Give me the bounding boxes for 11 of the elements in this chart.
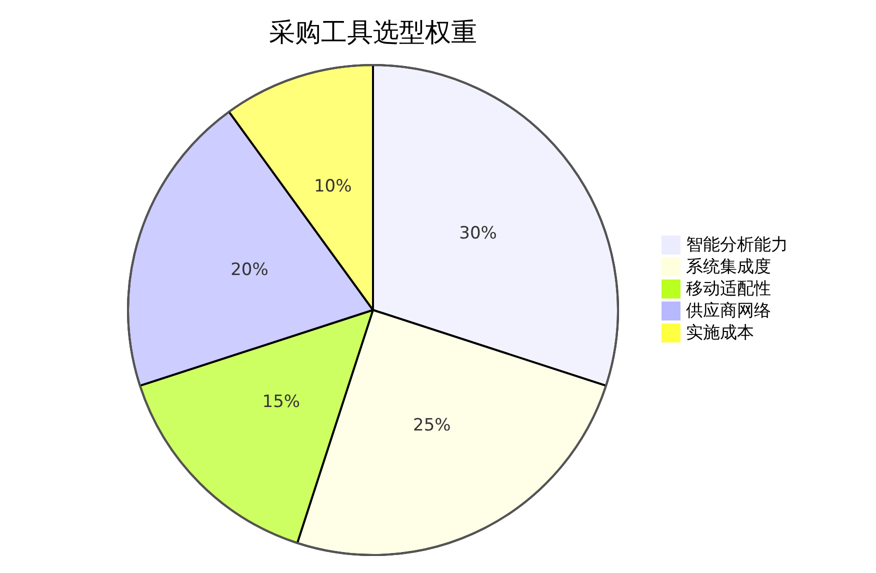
- legend-label: 智能分析能力: [686, 235, 788, 255]
- data-label: 15%: [262, 392, 300, 412]
- legend-label: 供应商网络: [686, 301, 771, 321]
- legend-label: 实施成本: [686, 323, 754, 343]
- data-label: 25%: [413, 416, 451, 436]
- chart-title: 采购工具选型权重: [269, 18, 477, 48]
- legend-label: 移动适配性: [686, 279, 771, 299]
- data-label: 10%: [314, 176, 352, 197]
- data-label: 20%: [230, 260, 268, 280]
- data-label: 30%: [459, 224, 497, 244]
- legend-label: 系统集成度: [686, 257, 771, 277]
